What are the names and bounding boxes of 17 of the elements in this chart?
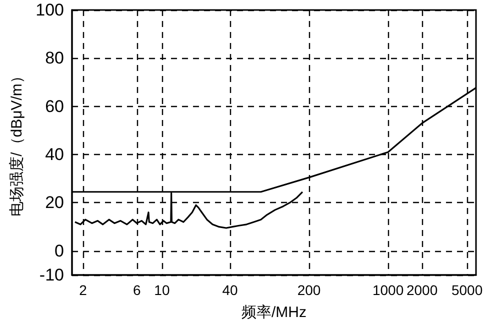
x-tick-label: 2 (79, 282, 88, 298)
x-tick-label: 5000 (451, 282, 483, 298)
x-tick-label: 40 (222, 282, 238, 298)
y-tick-label: 40 (45, 145, 64, 164)
x-tick-label: 2000 (406, 282, 438, 298)
y-axis-title: 电场强度/（dBμV/m） (8, 68, 26, 216)
x-tick-label: 1000 (372, 282, 404, 298)
x-tick-label: 200 (297, 282, 321, 298)
y-tick-label: 80 (45, 48, 64, 68)
y-tick-label: 0 (54, 241, 64, 260)
y-tick-label: 60 (45, 96, 64, 116)
x-tick-label: 6 (132, 282, 141, 298)
x-tick-label: 10 (154, 282, 170, 298)
x-axis-title: 频率/MHz (242, 304, 306, 321)
y-tick-label: -10 (39, 266, 64, 284)
y-tick-label: 20 (45, 193, 64, 212)
y-tick-label: 100 (36, 0, 64, 20)
